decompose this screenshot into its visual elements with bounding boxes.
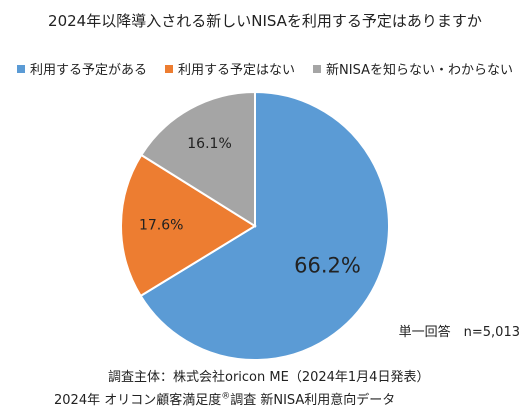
slice-planned xyxy=(139,90,390,361)
legend-swatch-planned xyxy=(17,64,25,73)
legend-label-planned: 利用する予定がある xyxy=(30,63,148,78)
data-label-unknown: 16.1% xyxy=(187,136,231,152)
legend-swatch-not-planned xyxy=(165,64,174,73)
legend-item-not-planned: 利用する予定はない xyxy=(165,59,295,78)
legend-label-unknown: 新NISAを知らない・わからない xyxy=(326,63,513,78)
legend-item-planned: 利用する予定がある xyxy=(17,59,147,78)
source-line-2-after: 調査 新NISA利用意向データ xyxy=(230,393,396,408)
data-label-not-planned: 17.6% xyxy=(139,218,183,234)
chart-title: 2024年以降導入される新しいNISAを利用する予定はありますか xyxy=(48,12,482,30)
source-line-2-before: 2024年 オリコン顧客満足度 xyxy=(54,393,222,408)
slice-not-planned xyxy=(120,153,257,298)
sample-size-note: 単一回答 n=5,013 xyxy=(398,325,520,340)
source-line-2: 2024年 オリコン顧客満足度®調査 新NISA利用意向データ xyxy=(54,389,395,408)
slice-unknown xyxy=(139,90,256,228)
source-line-1: 調査主体：株式会社oricon ME（2024年1月4日発表） xyxy=(108,370,430,385)
legend-label-not-planned: 利用する予定はない xyxy=(178,63,296,78)
legend-swatch-unknown xyxy=(313,64,322,73)
legend-item-unknown: 新NISAを知らない・わからない xyxy=(313,59,513,78)
data-label-planned: 66.2% xyxy=(294,254,361,278)
chart-legend: 利用する予定がある 利用する予定はない 新NISAを知らない・わからない xyxy=(0,59,530,78)
registered-mark: ® xyxy=(221,391,231,402)
